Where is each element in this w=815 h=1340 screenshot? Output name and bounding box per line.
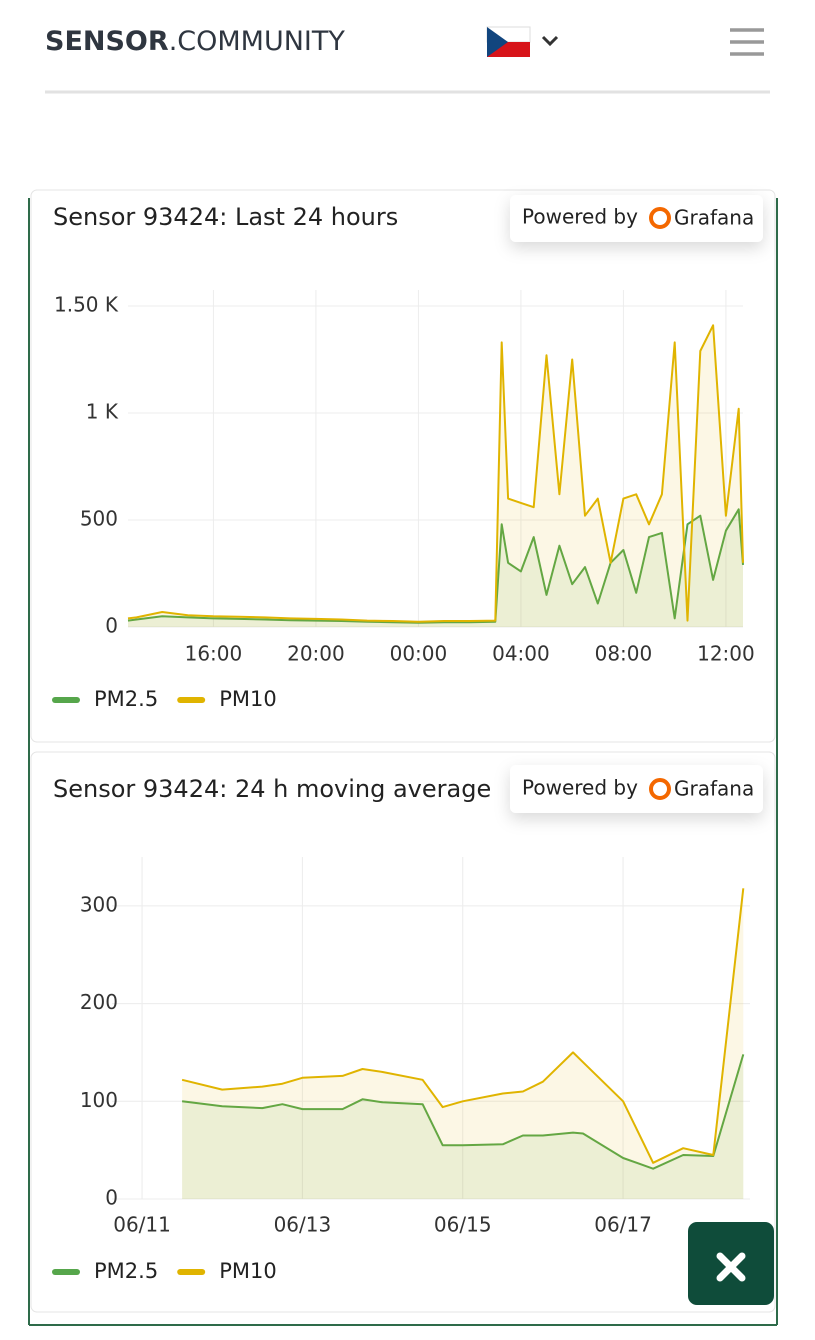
panel [30,751,776,1313]
grafana-logo [649,778,671,800]
series-area [128,325,743,627]
flag-triangle [487,27,508,57]
y-tick-label: 1.50 K [54,293,119,317]
badge-bg [510,765,763,813]
x-tick-label: 00:00 [390,642,448,666]
brand-bold: SENSOR [45,26,169,57]
x-tick-label: 06/17 [594,1213,652,1237]
y-tick-label: 0 [105,1186,118,1210]
x-tick-label: 08:00 [595,642,653,666]
chart: Sensor 93424: 24 h moving average 0 100 200… [52,775,750,1283]
y-tick-label: 1 K [86,400,119,424]
brand[interactable]: SENSOR.COMMUNITY [45,26,345,57]
close-button[interactable] [688,1222,774,1305]
series-area [128,509,743,627]
panel [30,189,776,743]
legend-label[interactable]: PM2.5 [94,687,158,711]
x-tick-label: 16:00 [185,642,243,666]
badge-bg [510,195,763,242]
close-icon [716,1252,746,1282]
chart-title: Sensor 93424: 24 h moving average [53,775,491,803]
series-area [182,888,744,1199]
series-line [181,1054,745,1170]
legend-label[interactable]: PM2.5 [94,1259,158,1283]
x-tick-label: 12:00 [697,642,755,666]
menu-button[interactable] [730,28,764,56]
badge-prefix: Powered by [522,205,638,229]
y-tick-label: 300 [80,892,118,916]
x-tick-label: 20:00 [287,642,345,666]
x-tick-label: 06/13 [274,1213,332,1237]
y-tick-label: 500 [80,507,118,531]
legend-label[interactable]: PM10 [219,687,277,711]
y-tick-label: 100 [80,1088,118,1112]
series-area [182,1054,744,1199]
badge-prefix: Powered by [522,776,638,800]
badge-brand: Grafana [674,777,754,801]
x-tick-label: 04:00 [492,642,550,666]
charts: Sensor 93424: Last 24 hours 0 500 1 K 1.50 K… [52,203,755,1283]
language-selector[interactable] [486,26,559,57]
brand-light: .COMMUNITY [169,26,346,57]
chart: Sensor 93424: Last 24 hours 0 500 1 K 1.50 K… [52,203,755,711]
grafana-logo [649,207,671,229]
grafana-badge[interactable]: Powered by Grafana [510,765,763,813]
series-line [127,508,744,624]
legend-label[interactable]: PM10 [219,1259,277,1283]
x-tick-label: 06/15 [434,1213,492,1237]
grafana-badge[interactable]: Powered by Grafana [510,195,763,242]
x-tick-label: 06/11 [113,1213,171,1237]
series-line [127,324,744,623]
y-tick-label: 0 [105,614,118,638]
y-tick-label: 200 [80,990,118,1014]
chevron [541,35,559,47]
chart-title: Sensor 93424: Last 24 hours [53,203,398,231]
series-line [181,888,745,1164]
badge-brand: Grafana [674,206,754,230]
